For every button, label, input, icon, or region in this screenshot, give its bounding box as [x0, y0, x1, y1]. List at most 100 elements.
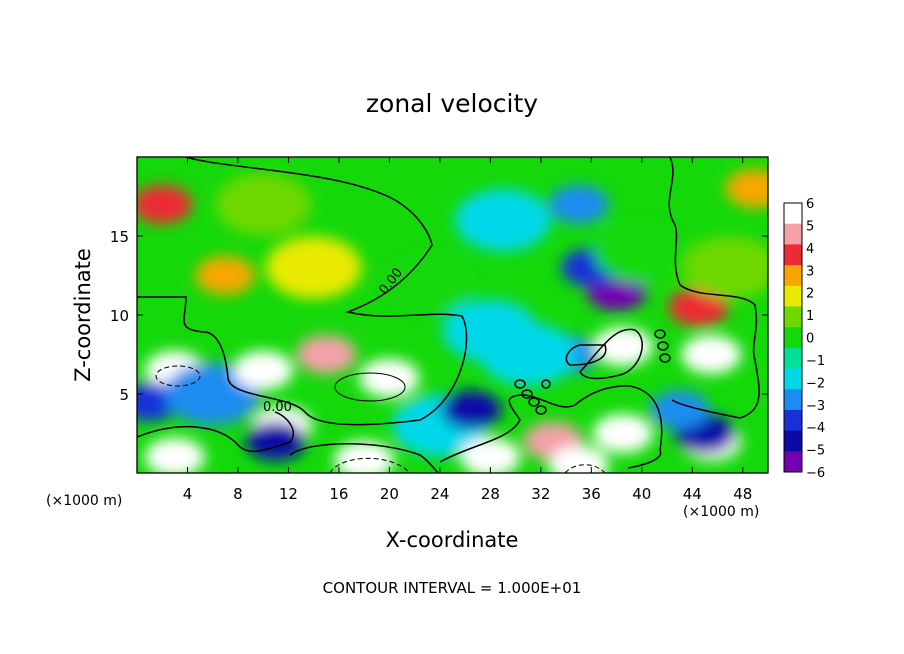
field-feature: [233, 350, 294, 390]
field-feature: [215, 173, 312, 236]
colorbar-label: −3: [806, 399, 825, 414]
x-tick-label: 44: [683, 485, 702, 503]
x-tick-label: 20: [380, 485, 399, 503]
zero-contour-small-2: [521, 389, 533, 399]
colorbar-label: −2: [806, 376, 825, 391]
zero-contour-small-3: [528, 397, 540, 407]
min-contour-dashed-bottom: [329, 457, 411, 473]
x-axis-label: X-coordinate: [386, 528, 519, 552]
zero-contour-top-left-loop: [565, 344, 607, 366]
colorbar-frame: [783, 202, 803, 473]
colorbar-label: 3: [806, 264, 814, 279]
colorbar-label: 5: [806, 219, 814, 234]
colorbar-label: −6: [806, 466, 825, 481]
contour-interval-note: CONTOUR INTERVAL = 1.000E+01: [323, 579, 582, 597]
y-tick-label: 15: [110, 228, 129, 246]
y-tick-label: 10: [110, 307, 129, 325]
zero-contour-upper: [185, 157, 468, 426]
zero-contour-blue-loop: [579, 328, 643, 380]
zero-contour-center: [439, 385, 663, 469]
field-feature: [682, 236, 768, 299]
field-feature: [592, 327, 653, 367]
colorbar-swatch: [784, 430, 802, 452]
chart-title: zonal velocity: [366, 89, 538, 118]
colorbar-swatch: [784, 306, 802, 328]
x-tick-label: 16: [329, 485, 348, 503]
colorbar-swatch: [784, 451, 802, 473]
field-feature: [548, 445, 609, 473]
y-tick-label: 5: [119, 386, 129, 404]
x-tick-label: 28: [481, 485, 500, 503]
field-feature: [649, 390, 710, 430]
colorbar-label: −5: [806, 444, 825, 459]
colorbar-swatch: [784, 265, 802, 287]
colorbar-swatch: [784, 347, 802, 370]
colorbar-label: 0: [806, 332, 814, 347]
y-axis-label: Z-coordinate: [71, 248, 95, 382]
colorbar-label: 6: [806, 197, 814, 212]
field-feature: [334, 440, 395, 473]
x-tick-label: 48: [733, 485, 752, 503]
colorbar-swatch: [784, 203, 802, 225]
colorbar-swatch: [784, 223, 802, 245]
x-tick-label: 8: [233, 485, 243, 503]
y-axis: 5 10 15: [110, 228, 768, 404]
colorbar: 6 5 4 3 2 1 0 −1 −2 −3 −4 −5 −6: [783, 197, 825, 481]
colorbar-label: 4: [806, 242, 814, 257]
x-tick-label: 24: [430, 485, 449, 503]
colorbar-swatch: [784, 327, 802, 349]
zero-contour-small-1: [514, 379, 526, 389]
x-tick-label: 4: [183, 485, 193, 503]
colorbar-label: −4: [806, 421, 825, 436]
colorbar-swatch: [784, 368, 802, 390]
zero-contour-mid: [289, 443, 439, 473]
field-feature: [441, 390, 502, 430]
field-feature: [296, 335, 357, 374]
zero-contour-small-8: [659, 353, 671, 363]
colorbar-swatch: [784, 389, 802, 411]
zero-contour-left: [137, 296, 229, 379]
colorbar-swatch: [784, 244, 802, 266]
x-unit-right: (×1000 m): [683, 504, 759, 520]
velocity-field: [137, 169, 768, 473]
x-unit-left: (×1000 m): [46, 493, 122, 509]
field-feature: [195, 256, 256, 295]
field-feature: [454, 189, 551, 252]
colorbar-swatch: [784, 409, 802, 432]
max-contour: [334, 372, 406, 402]
zero-contour-small-7: [657, 341, 669, 351]
zero-contour-bottom-left: [137, 411, 295, 453]
min-contour-dashed-left: [155, 365, 201, 387]
contour-lines: [137, 157, 760, 473]
colorbar-label: 1: [806, 309, 814, 324]
x-tick-label: 36: [582, 485, 601, 503]
field-feature: [592, 414, 653, 453]
zero-contour-small-6: [654, 329, 666, 339]
x-tick-label: 40: [632, 485, 651, 503]
field-feature: [265, 236, 362, 299]
contour-label: 0.00: [263, 400, 292, 415]
zero-contour-small-4: [535, 405, 547, 415]
x-axis: 4 8 12 16 20 24 28 32 36 40 44 48: [183, 157, 752, 503]
colorbar-swatch: [784, 285, 802, 307]
field-feature: [379, 252, 476, 315]
min-contour-dashed-right: [564, 464, 606, 473]
field-feature: [359, 358, 420, 398]
colorbar-label: −1: [806, 354, 825, 369]
field-feature: [137, 184, 193, 224]
zero-contour-small-5: [541, 379, 551, 389]
field-feature: [144, 437, 205, 473]
field-feature: [593, 220, 690, 283]
colorbar-label: 2: [806, 287, 814, 302]
field-feature: [548, 184, 609, 224]
field-feature: [668, 287, 729, 327]
plot-area: [137, 157, 768, 473]
field-feature: [245, 421, 306, 461]
field-feature: [442, 299, 539, 362]
x-tick-label: 12: [279, 485, 298, 503]
field-feature: [681, 335, 742, 374]
zero-contour-right: [668, 157, 760, 419]
field-feature: [725, 169, 768, 209]
x-tick-label: 32: [531, 485, 550, 503]
